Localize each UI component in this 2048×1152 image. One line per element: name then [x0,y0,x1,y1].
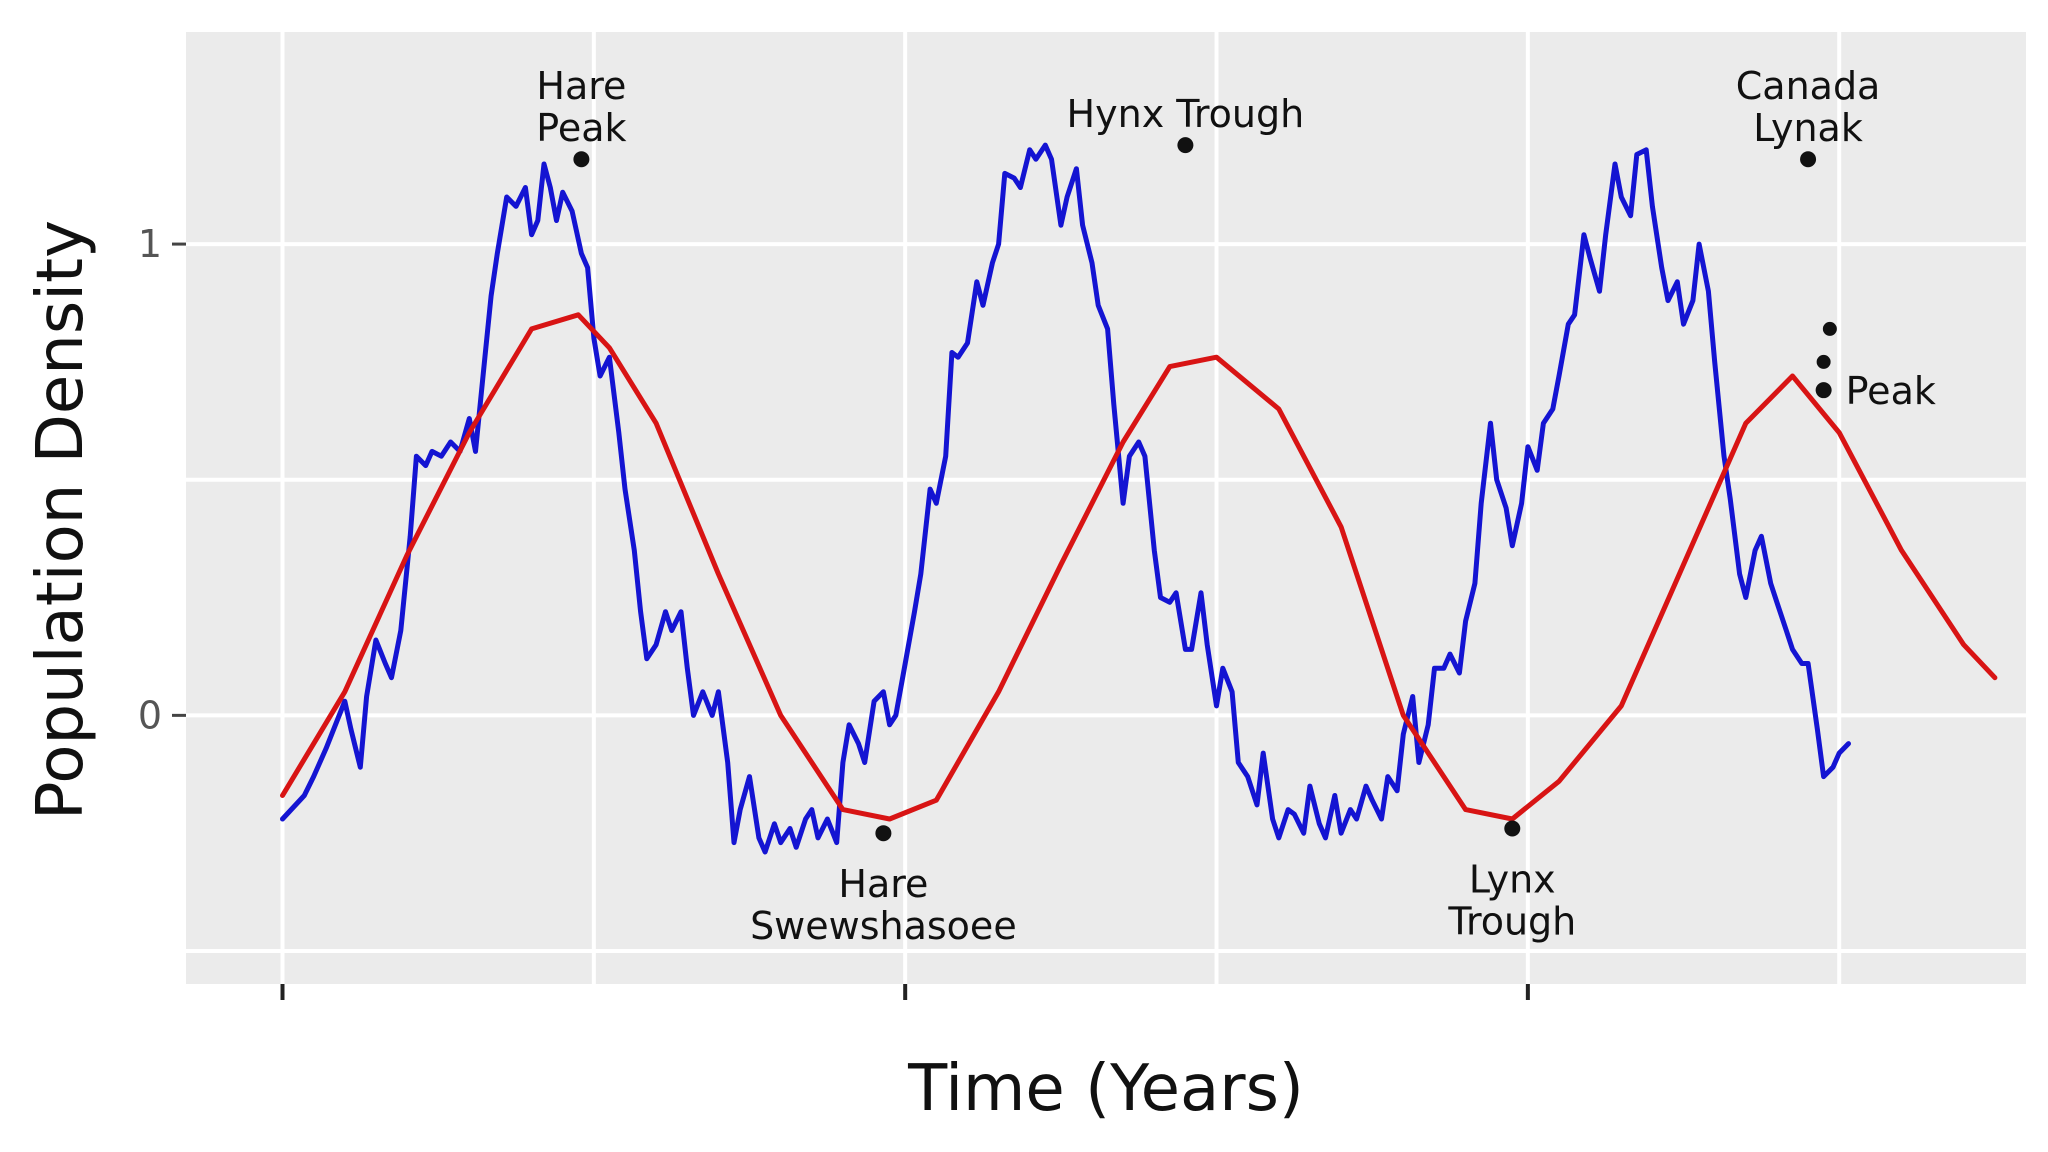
series-lines [280,142,1998,855]
annotation-label-4-1: Lynak [1753,106,1863,150]
annotation-marker-0 [573,151,590,168]
extra-point-1 [1816,354,1831,369]
annotation-marker-5 [1815,382,1832,399]
annotation-label-1-1: Swewshasoee [750,904,1017,948]
annotation-marker-2 [1177,137,1194,154]
annotation-label-5-0: Peak [1846,369,1936,413]
annotation-marker-3 [1504,820,1521,837]
annotation-label-3-1: Trough [1447,899,1576,943]
annotation-label-3-0: Lynx [1469,857,1556,901]
annotation-label-1-0: Hare [838,862,928,906]
annotation-label-0-0: Hare [536,64,626,108]
y-tick-label-0: 0 [138,693,162,737]
y-axis-title: Population Density [24,220,98,820]
y-tick-label-1: 1 [138,222,162,266]
extra-point-0 [1822,321,1837,336]
annotation-label-2-0: Hynx Trough [1067,92,1305,136]
annotation-marker-4 [1800,151,1817,168]
annotation-label-4-0: Canada [1736,64,1881,108]
annotation-marker-1 [875,825,892,842]
annotation-label-0-1: Peak [536,106,626,150]
series-line-smoothed [280,312,1998,822]
plot-background [186,32,2026,984]
axis-ticks: 01 [138,222,1530,1000]
series-line-noisy [280,142,1851,855]
x-axis-title: Time (Years) [907,1052,1304,1126]
